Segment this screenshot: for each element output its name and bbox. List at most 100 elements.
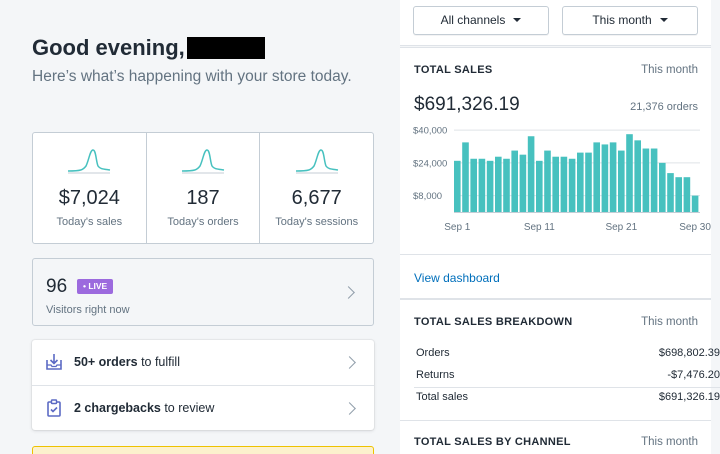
chevron-right-icon <box>342 286 355 299</box>
stat-todays-orders[interactable]: 187 Today's orders <box>145 133 260 243</box>
chart-bar <box>552 156 559 212</box>
today-stats-card: $7,024 Today's sales 187 Today's orders … <box>32 132 374 244</box>
card-title: TOTAL SALES BY CHANNEL <box>414 436 571 448</box>
y-tick-label: $8,000 <box>413 191 442 202</box>
breakdown-row-orders: Orders $698,802.39 <box>414 347 720 369</box>
breakdown-label: Orders <box>416 347 450 359</box>
view-dashboard-section: View dashboard <box>400 255 711 299</box>
task-chargebacks-to-review[interactable]: 2 chargebacks to review <box>32 385 374 430</box>
chart-bar <box>650 148 658 212</box>
task-action: to fulfill <box>137 355 180 369</box>
chart-bar <box>675 177 682 212</box>
task-text: 50+ orders to fulfill <box>74 355 180 369</box>
chart-bar <box>601 144 609 212</box>
tasks-card: 50+ orders to fulfill 2 chargebacks to r… <box>32 340 374 430</box>
caret-down-icon <box>513 18 522 22</box>
chart-bar <box>503 158 510 212</box>
breakdown-label: Total sales <box>416 391 468 403</box>
breakdown-row-returns: Returns -$7,476.20 <box>414 369 720 391</box>
sparkline-icon <box>295 149 338 174</box>
y-tick-label: $24,000 <box>413 158 447 169</box>
card-title: TOTAL SALES BREAKDOWN <box>414 316 573 328</box>
chart-bar <box>527 136 535 212</box>
chart-bar <box>691 195 699 212</box>
chart-bar <box>659 162 666 212</box>
chart-bar <box>626 134 633 212</box>
greeting-text: Good evening, <box>32 35 185 60</box>
y-tick-label: $40,000 <box>413 126 447 137</box>
sales-bar-chart: $40,000 $24,000 $8,000 Sep 1 Sep 11 Sep 21 Sep… <box>413 126 711 233</box>
task-text: 2 chargebacks to review <box>74 401 214 415</box>
left-column: Good evening, Here’s what’s happening wi… <box>32 35 374 454</box>
task-count: 50+ orders <box>74 355 138 369</box>
period-filter-dropdown[interactable]: This month <box>562 6 698 35</box>
live-visitors-card[interactable]: 96 • LIVE Visitors right now <box>32 258 374 326</box>
chart-bar <box>667 173 674 212</box>
chart-bar <box>642 148 650 212</box>
chart-bar <box>634 140 641 212</box>
caret-down-icon <box>659 18 668 22</box>
chart-bar <box>609 142 617 212</box>
card-title: TOTAL SALES <box>414 64 493 76</box>
view-dashboard-link[interactable]: View dashboard <box>414 271 500 285</box>
card-period: This month <box>641 436 698 448</box>
chart-bar <box>568 158 576 212</box>
chevron-right-icon <box>343 356 356 369</box>
breakdown-label: Returns <box>416 369 455 381</box>
download-box-icon <box>46 354 62 370</box>
chevron-right-icon <box>343 402 356 415</box>
stat-label: Today's sessions <box>275 216 359 228</box>
task-count: 2 chargebacks <box>74 401 161 415</box>
chart-bar <box>454 160 461 212</box>
stat-value: 187 <box>186 187 220 209</box>
total-sales-card: TOTAL SALES This month $691,326.19 21,37… <box>400 47 711 255</box>
greeting-subtitle: Here’s what’s happening with your store … <box>32 68 352 85</box>
filter-bar: All channels This month <box>400 0 711 46</box>
visitors-label: Visitors right now <box>46 304 130 316</box>
stat-value: $7,024 <box>58 187 120 209</box>
stat-value: 6,677 <box>291 187 342 209</box>
card-period: This month <box>641 64 698 76</box>
x-tick-label: Sep 11 <box>524 222 555 233</box>
chart-bar <box>486 160 494 212</box>
task-orders-to-fulfill[interactable]: 50+ orders to fulfill <box>32 340 374 385</box>
sparkline-icon <box>68 149 111 174</box>
chart-bar <box>511 150 518 212</box>
live-badge: • LIVE <box>77 279 114 294</box>
chart-bar <box>544 150 551 212</box>
channel-filter-label: All channels <box>440 13 506 27</box>
visitor-count: 96 <box>46 276 68 297</box>
stat-label: Today's sales <box>56 216 123 228</box>
x-tick-label: Sep 30 <box>679 222 711 233</box>
task-action: to review <box>160 401 215 415</box>
chart-bar <box>536 160 543 212</box>
x-tick-label: Sep 1 <box>444 222 471 233</box>
stat-label: Today's orders <box>167 216 239 228</box>
chart-bar <box>593 142 600 212</box>
divider <box>414 387 720 388</box>
notice-banner <box>32 446 374 454</box>
right-column: All channels This month TOTAL SALES This… <box>400 0 720 454</box>
chart-bar <box>683 177 691 212</box>
breakdown-row-total: Total sales $691,326.19 <box>414 391 720 413</box>
total-sales-amount: $691,326.19 <box>414 94 520 115</box>
chart-bar <box>478 158 486 212</box>
chart-bar <box>462 142 469 212</box>
chart-bar <box>577 152 584 212</box>
stat-todays-sessions[interactable]: 6,677 Today's sessions <box>259 133 373 243</box>
stat-todays-sales[interactable]: $7,024 Today's sales <box>33 133 146 243</box>
chart-bar <box>560 156 568 212</box>
breakdown-amount: $691,326.19 <box>658 391 720 403</box>
chart-bar <box>618 150 625 212</box>
chart-bar <box>585 152 592 212</box>
sparkline-icon <box>181 149 225 174</box>
greeting-title: Good evening, <box>32 35 265 61</box>
card-period: This month <box>641 316 698 328</box>
redacted-name <box>186 37 265 59</box>
total-orders-count: 21,376 orders <box>630 101 698 113</box>
period-filter-label: This month <box>592 13 652 27</box>
channel-filter-dropdown[interactable]: All channels <box>413 6 549 35</box>
chart-bar <box>519 154 527 212</box>
clipboard-check-icon <box>47 399 61 417</box>
x-tick-label: Sep 21 <box>605 222 637 233</box>
